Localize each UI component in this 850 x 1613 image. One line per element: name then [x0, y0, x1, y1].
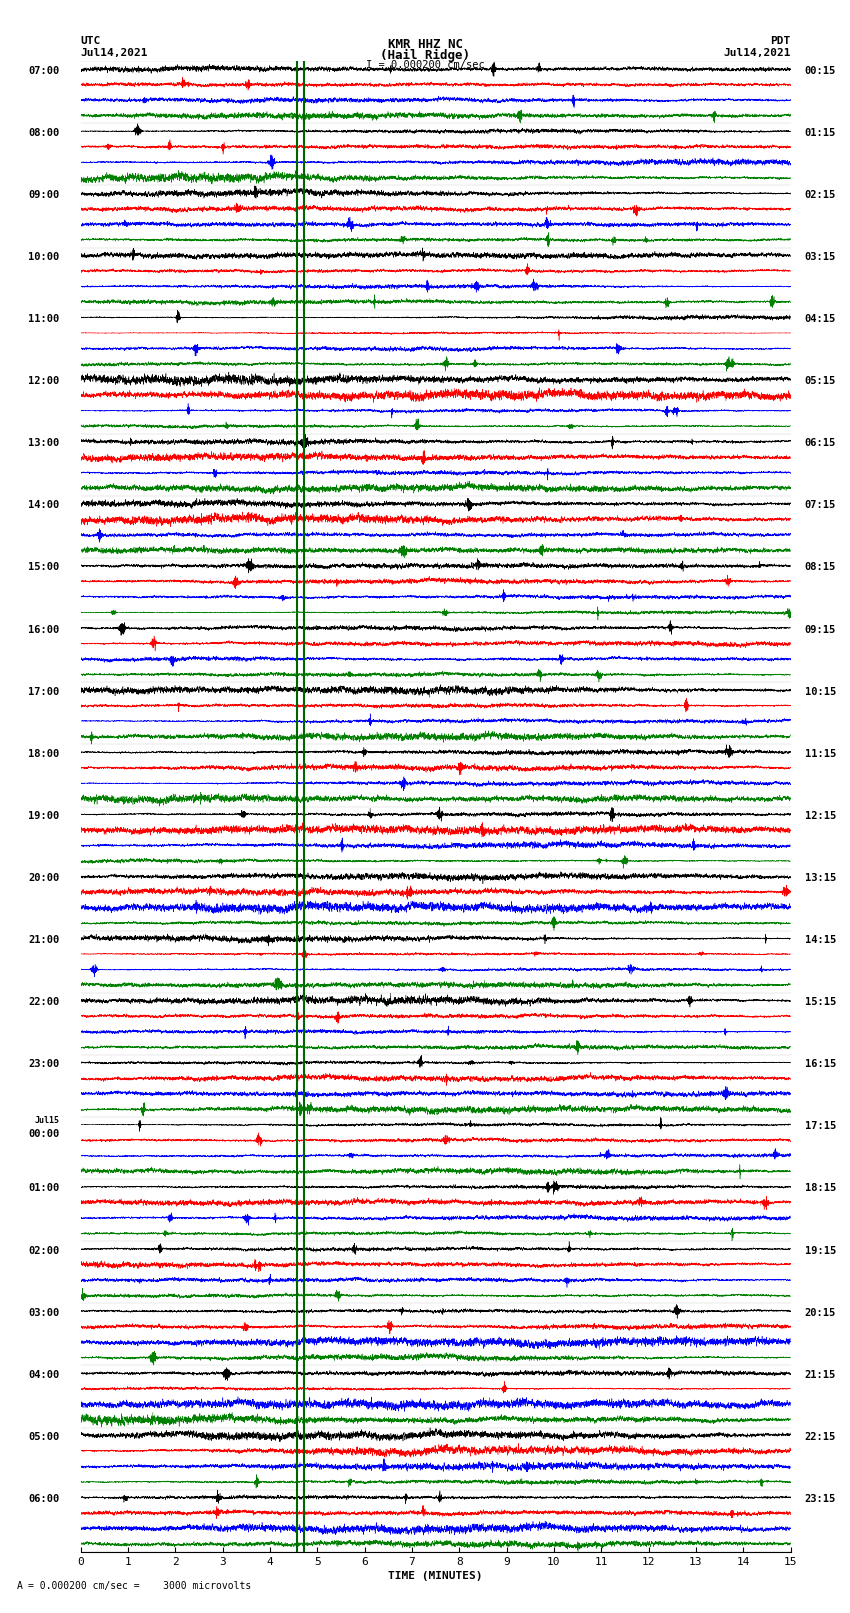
Text: 12:15: 12:15	[805, 811, 836, 821]
Text: 23:15: 23:15	[805, 1494, 836, 1503]
Text: 17:00: 17:00	[28, 687, 60, 697]
Text: A: A	[17, 1581, 23, 1590]
Text: 17:15: 17:15	[805, 1121, 836, 1131]
Text: 07:00: 07:00	[28, 66, 60, 76]
Text: 11:15: 11:15	[805, 748, 836, 758]
Text: 23:00: 23:00	[28, 1060, 60, 1069]
Text: 09:00: 09:00	[28, 190, 60, 200]
Text: 14:00: 14:00	[28, 500, 60, 510]
Text: 01:15: 01:15	[805, 127, 836, 137]
Text: Jul14,2021: Jul14,2021	[81, 48, 148, 58]
Text: 13:15: 13:15	[805, 873, 836, 882]
Text: 03:00: 03:00	[28, 1308, 60, 1318]
Text: 04:00: 04:00	[28, 1369, 60, 1379]
Text: 08:00: 08:00	[28, 127, 60, 137]
Text: KMR HHZ NC: KMR HHZ NC	[388, 37, 462, 52]
Text: 20:15: 20:15	[805, 1308, 836, 1318]
Text: 02:00: 02:00	[28, 1245, 60, 1255]
Text: 00:15: 00:15	[805, 66, 836, 76]
Text: 22:15: 22:15	[805, 1432, 836, 1442]
Text: 18:00: 18:00	[28, 748, 60, 758]
Text: 05:00: 05:00	[28, 1432, 60, 1442]
Text: 08:15: 08:15	[805, 563, 836, 573]
Text: 12:00: 12:00	[28, 376, 60, 386]
Text: 22:00: 22:00	[28, 997, 60, 1007]
Text: 01:00: 01:00	[28, 1184, 60, 1194]
Text: 06:00: 06:00	[28, 1494, 60, 1503]
Text: 00:00: 00:00	[28, 1129, 60, 1139]
Text: 02:15: 02:15	[805, 190, 836, 200]
Text: 06:15: 06:15	[805, 439, 836, 448]
Text: 20:00: 20:00	[28, 873, 60, 882]
Text: 05:15: 05:15	[805, 376, 836, 386]
Text: 19:00: 19:00	[28, 811, 60, 821]
Text: 07:15: 07:15	[805, 500, 836, 510]
Text: 18:15: 18:15	[805, 1184, 836, 1194]
Text: I = 0.000200 cm/sec: I = 0.000200 cm/sec	[366, 60, 484, 71]
Text: 15:15: 15:15	[805, 997, 836, 1007]
Text: 19:15: 19:15	[805, 1245, 836, 1255]
Text: 14:15: 14:15	[805, 936, 836, 945]
Text: 21:00: 21:00	[28, 936, 60, 945]
Text: 15:00: 15:00	[28, 563, 60, 573]
Text: 13:00: 13:00	[28, 439, 60, 448]
Text: 10:00: 10:00	[28, 252, 60, 261]
Text: 11:00: 11:00	[28, 315, 60, 324]
Text: 16:00: 16:00	[28, 624, 60, 634]
Text: 09:15: 09:15	[805, 624, 836, 634]
Text: 10:15: 10:15	[805, 687, 836, 697]
Text: PDT: PDT	[770, 37, 790, 47]
Text: (Hail Ridge): (Hail Ridge)	[380, 50, 470, 63]
Text: 03:15: 03:15	[805, 252, 836, 261]
Text: Jul14,2021: Jul14,2021	[723, 48, 791, 58]
Text: 21:15: 21:15	[805, 1369, 836, 1379]
Text: UTC: UTC	[81, 37, 101, 47]
Text: Jul15: Jul15	[35, 1116, 60, 1124]
Text: 16:15: 16:15	[805, 1060, 836, 1069]
X-axis label: TIME (MINUTES): TIME (MINUTES)	[388, 1571, 483, 1581]
Text: = 0.000200 cm/sec =    3000 microvolts: = 0.000200 cm/sec = 3000 microvolts	[28, 1581, 252, 1590]
Text: 04:15: 04:15	[805, 315, 836, 324]
